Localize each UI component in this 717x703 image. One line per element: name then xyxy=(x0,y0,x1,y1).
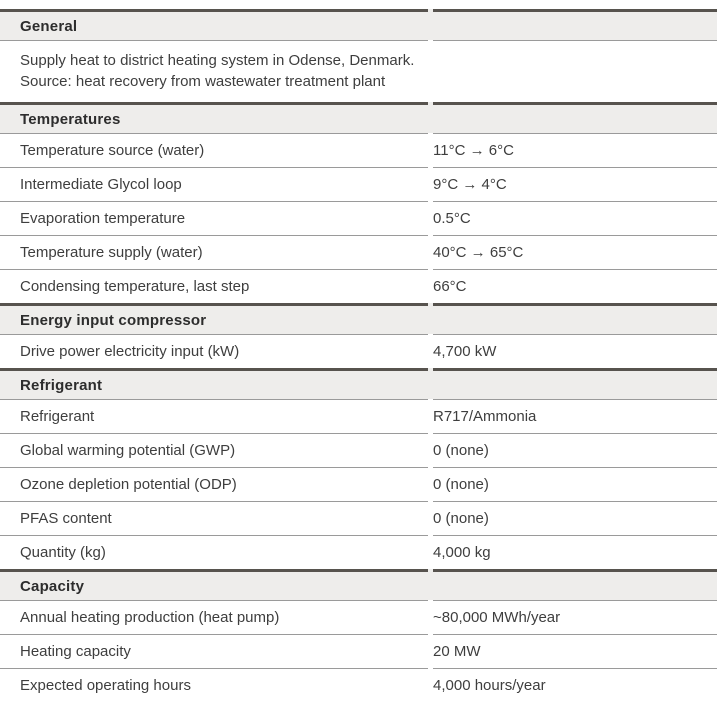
table-row: Global warming potential (GWP) 0 (none) xyxy=(0,433,717,467)
description-line: Source: heat recovery from wastewater tr… xyxy=(20,73,386,90)
spec-value: 11°C → 6°C xyxy=(433,133,717,167)
spec-value: 0 (none) xyxy=(433,467,717,501)
section-header-cell: Energy input compressor xyxy=(0,303,428,334)
description-row: Supply heat to district heating system i… xyxy=(0,40,717,102)
table-row: Ozone depletion potential (ODP) 0 (none) xyxy=(0,467,717,501)
spec-value: 9°C → 4°C xyxy=(433,167,717,201)
description-line: Supply heat to district heating system i… xyxy=(20,52,415,69)
section-header-spacer xyxy=(433,368,717,399)
table-row: Annual heating production (heat pump) ~8… xyxy=(0,600,717,634)
spec-value: 4,700 kW xyxy=(433,334,717,368)
section-header-row-energy: Energy input compressor xyxy=(0,303,717,334)
section-title: General xyxy=(20,17,78,35)
section-header-cell: Capacity xyxy=(0,569,428,600)
spec-value: R717/Ammonia xyxy=(433,399,717,433)
section-header-spacer xyxy=(433,569,717,600)
section-header-spacer xyxy=(433,9,717,40)
section-header-row-general: General xyxy=(0,9,717,40)
spec-value: 0 (none) xyxy=(433,501,717,535)
spec-label: Temperature source (water) xyxy=(0,133,428,167)
spec-value: 40°C → 65°C xyxy=(433,235,717,269)
section-title: Energy input compressor xyxy=(20,311,207,329)
spec-label: Refrigerant xyxy=(0,399,428,433)
section-title: Temperatures xyxy=(20,110,121,128)
table-row: Refrigerant R717/Ammonia xyxy=(0,399,717,433)
section-title: Capacity xyxy=(20,577,85,595)
spec-label: Condensing temperature, last step xyxy=(0,269,428,303)
section-header-cell: General xyxy=(0,9,428,40)
section-header-cell: Refrigerant xyxy=(0,368,428,399)
section-title: Refrigerant xyxy=(20,376,103,394)
table-row: Quantity (kg) 4,000 kg xyxy=(0,535,717,569)
spec-label: PFAS content xyxy=(0,501,428,535)
table-row: Evaporation temperature 0.5°C xyxy=(0,201,717,235)
section-header-row-refrigerant: Refrigerant xyxy=(0,368,717,399)
spec-value: ~80,000 MWh/year xyxy=(433,600,717,634)
spec-label: Evaporation temperature xyxy=(0,201,428,235)
spec-value: 0.5°C xyxy=(433,201,717,235)
spec-value: 4,000 hours/year xyxy=(433,668,717,702)
spec-label: Drive power electricity input (kW) xyxy=(0,334,428,368)
table-row: Temperature supply (water) 40°C → 65°C xyxy=(0,235,717,269)
table-row: Drive power electricity input (kW) 4,700… xyxy=(0,334,717,368)
section-header-row-temperatures: Temperatures xyxy=(0,102,717,133)
spec-label: Expected operating hours xyxy=(0,668,428,702)
table-row: Condensing temperature, last step 66°C xyxy=(0,269,717,303)
spec-label: Heating capacity xyxy=(0,634,428,668)
spec-label: Quantity (kg) xyxy=(0,535,428,569)
description-cell: Supply heat to district heating system i… xyxy=(0,40,428,102)
section-header-row-capacity: Capacity xyxy=(0,569,717,600)
section-header-spacer xyxy=(433,102,717,133)
section-header-spacer xyxy=(433,303,717,334)
spec-label: Annual heating production (heat pump) xyxy=(0,600,428,634)
spec-value: 66°C xyxy=(433,269,717,303)
spec-value: 20 MW xyxy=(433,634,717,668)
section-header-cell: Temperatures xyxy=(0,102,428,133)
table-row: Heating capacity 20 MW xyxy=(0,634,717,668)
spec-label: Temperature supply (water) xyxy=(0,235,428,269)
description-spacer xyxy=(433,40,717,102)
spec-label: Intermediate Glycol loop xyxy=(0,167,428,201)
spec-value: 4,000 kg xyxy=(433,535,717,569)
spec-label: Ozone depletion potential (ODP) xyxy=(0,467,428,501)
spec-label: Global warming potential (GWP) xyxy=(0,433,428,467)
table-row: PFAS content 0 (none) xyxy=(0,501,717,535)
table-row: Intermediate Glycol loop 9°C → 4°C xyxy=(0,167,717,201)
table-row: Temperature source (water) 11°C → 6°C xyxy=(0,133,717,167)
spec-value: 0 (none) xyxy=(433,433,717,467)
table-row: Expected operating hours 4,000 hours/yea… xyxy=(0,668,717,702)
